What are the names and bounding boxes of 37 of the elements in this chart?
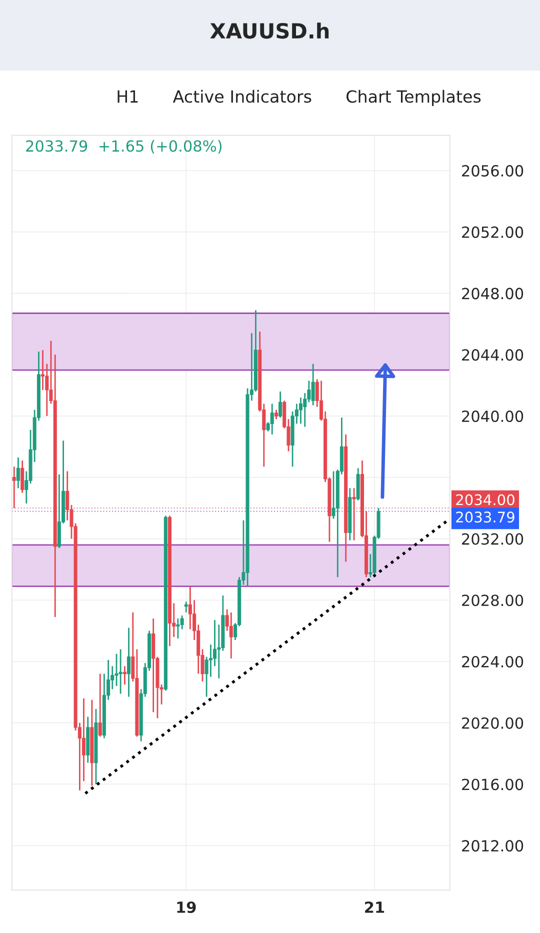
candlestick	[184, 600, 188, 614]
candlestick	[270, 403, 274, 436]
candlestick	[16, 456, 20, 489]
candlestick	[20, 460, 24, 494]
candlestick	[126, 627, 131, 698]
candlestick	[180, 614, 184, 630]
candlestick	[98, 673, 102, 738]
ref-line-label: 2033.79	[456, 512, 514, 523]
y-tick-label: 2020.00	[462, 717, 524, 729]
y-tick-label: 2016.00	[462, 778, 524, 790]
y-tick-label: 2032.00	[462, 533, 524, 545]
y-tick-label: 2048.00	[462, 288, 524, 300]
y-tick-label: 2024.00	[462, 656, 524, 668]
y-tick-label: 2028.00	[462, 594, 524, 606]
annotation: 2033.79 +1.65 (+0.08%)	[26, 140, 222, 154]
y-tick-label: 2052.00	[462, 226, 524, 238]
candlestick	[311, 363, 315, 406]
y-tick-label: 2012.00	[462, 840, 524, 852]
x-tick-label: 21	[365, 901, 384, 913]
ref-line-label: 2034.00	[456, 494, 514, 506]
text: Chart Templates	[346, 90, 481, 106]
y-tick-label: 2044.00	[462, 349, 524, 361]
y-tick-label: 2056.00	[462, 165, 524, 177]
candlestick	[229, 612, 233, 660]
y-tick-label: 2040.00	[462, 410, 524, 422]
candlestick	[298, 396, 302, 424]
candlestick	[12, 466, 16, 509]
chart-subtitle: H1	[118, 90, 138, 103]
candlestick	[122, 665, 126, 686]
candlestick	[352, 487, 356, 541]
candlestick	[274, 409, 278, 420]
candlestick	[118, 648, 122, 694]
candlestick	[176, 618, 180, 640]
candlestick	[278, 390, 282, 418]
text: Active Indicators	[172, 90, 312, 103]
x-tick-label: 19	[177, 901, 196, 914]
chart-title: XAUUSD.h	[210, 22, 329, 39]
